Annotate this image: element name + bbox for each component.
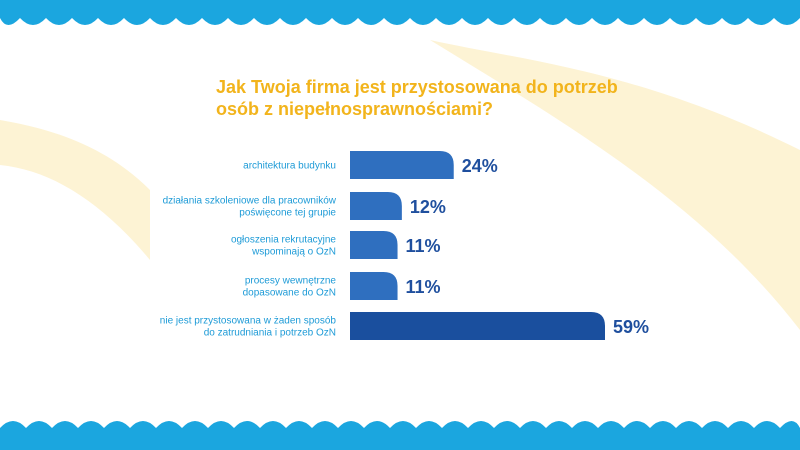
category-label: nie jest przystosowana w żaden sposób [160,316,337,327]
value-label: 12% [410,197,446,217]
top-wave-border [0,0,800,25]
value-label: 11% [406,277,441,297]
bar [350,151,454,179]
category-label: do zatrudniania i potrzeb OzN [204,328,336,339]
background-swoosh-shape [0,120,150,260]
bar [350,231,398,259]
value-label: 24% [462,156,498,176]
background-swoosh-shape [430,40,800,330]
top-wave-shape [0,0,800,25]
bar [350,192,402,220]
value-label: 11% [406,236,441,256]
bottom-wave-border [0,421,800,450]
bar [350,272,398,300]
category-label: działania szkoleniowe dla pracowników [163,196,337,207]
bottom-wave-shape [0,421,800,450]
category-label: poświęcone tej grupie [239,208,336,219]
category-label: ogłoszenia rekrutacyjne [231,235,336,246]
category-label: dopasowane do OzN [243,288,336,299]
category-label: wspominają o OzN [251,247,336,258]
chart-title: Jak Twoja firma jest przystosowana do po… [216,77,618,119]
category-label: architektura budynku [243,161,336,172]
value-label: 59% [613,317,649,337]
category-label: procesy wewnętrzne [245,276,337,287]
bar [350,312,605,340]
